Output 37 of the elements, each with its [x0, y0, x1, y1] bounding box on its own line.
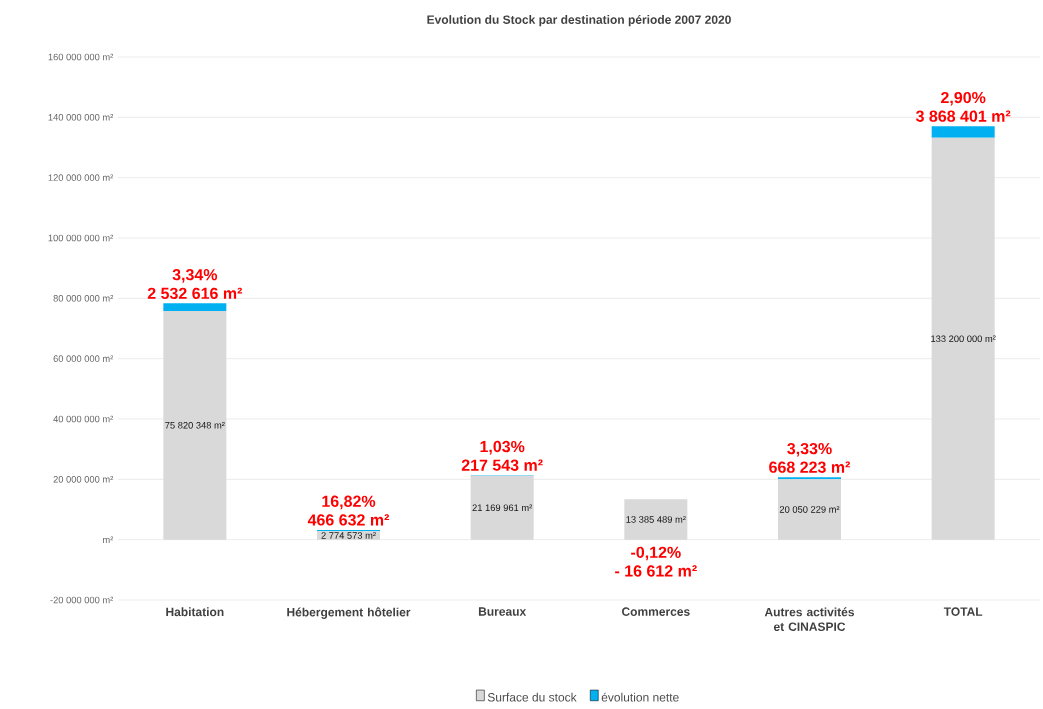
x-tick-label: TOTAL	[943, 607, 983, 616]
annotation: 3,33%	[787, 442, 832, 457]
annotation: -0,12%	[631, 546, 681, 561]
annotation: 16,82%	[322, 495, 376, 510]
y-tick-label: 120 000 000 m²	[48, 174, 114, 182]
data-label: 20 050 229 m²	[779, 506, 840, 513]
y-tick-label: -20 000 000 m²	[50, 596, 114, 604]
x-tick-label: Commerces	[621, 607, 690, 616]
x-tick-label: Autres activités et CINASPIC	[764, 607, 855, 632]
data-label: 668 223 m²	[769, 461, 851, 473]
chart-title: Evolution du Stock par destination période 2007 2020	[427, 15, 731, 27]
y-tick-label: 80 000 000 m²	[53, 295, 114, 302]
legend-label: évolution nette	[601, 692, 679, 702]
x-tick-label: Hébergement hôtelier	[287, 607, 411, 619]
y-tick-label: 100 000 000 m²	[48, 234, 114, 242]
data-label: 466 632 m²	[307, 514, 390, 526]
y-tick-label: m²	[103, 536, 114, 543]
y-tick-label: 40 000 000 m²	[53, 415, 114, 423]
x-tick-label: Bureaux	[478, 607, 527, 616]
data-label: 2 774 573 m²	[321, 532, 376, 539]
data-label: - 16 612 m²	[615, 565, 697, 577]
y-tick-label: 160 000 000 m²	[48, 53, 114, 61]
data-label: 13 385 489 m²	[626, 516, 686, 523]
annotation: 3,34%	[172, 269, 218, 283]
annotation: 2,90%	[941, 91, 986, 106]
data-label: 21 169 961 m²	[472, 504, 533, 512]
data-label: 75 820 348 m²	[165, 422, 225, 429]
data-label: 133 200 000 m²	[931, 335, 996, 343]
data-label: 217 543 m²	[461, 459, 543, 471]
data-label: 3 868 401 m²	[915, 110, 1011, 122]
legend-label: Surface du stock	[487, 692, 577, 702]
y-tick-label: 20 000 000 m²	[53, 476, 114, 483]
x-tick-label: Habitation	[166, 607, 224, 617]
data-label: 2 532 616 m²	[147, 287, 243, 300]
y-tick-label: 140 000 000 m²	[48, 114, 114, 121]
annotation: 1,03%	[480, 440, 525, 455]
y-tick-label: 60 000 000 m²	[53, 355, 114, 363]
